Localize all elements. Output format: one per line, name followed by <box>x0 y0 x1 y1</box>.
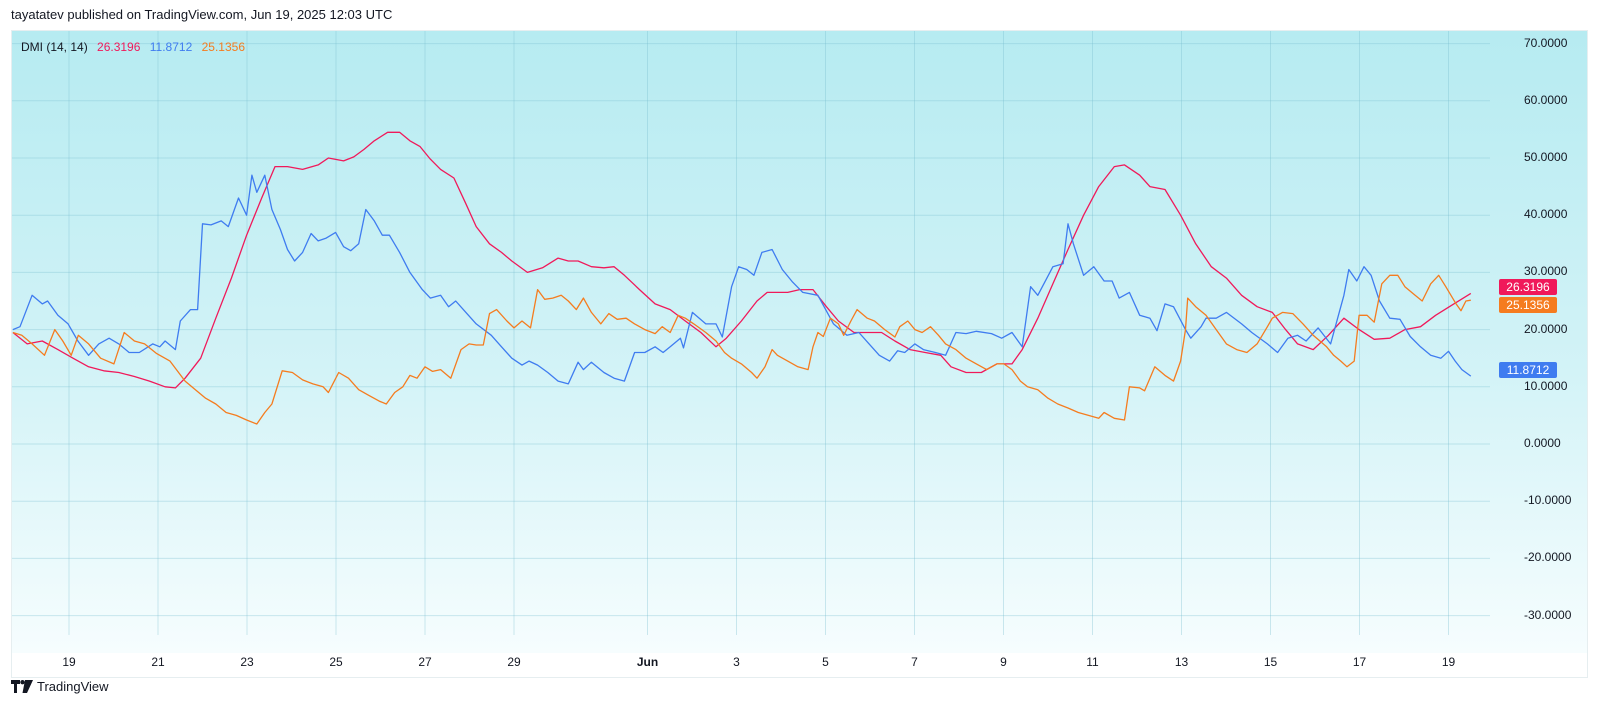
publish-attribution: tayatatev published on TradingView.com, … <box>11 7 393 22</box>
x-tick-label: 23 <box>240 655 254 669</box>
x-tick-label: 3 <box>733 655 740 669</box>
x-tick-label: 21 <box>151 655 165 669</box>
y-tick-label: -20.0000 <box>1524 550 1572 565</box>
x-tick-label: 17 <box>1352 655 1367 669</box>
x-tick-label: Jun <box>636 655 659 669</box>
indicator-legend[interactable]: DMI (14, 14) 26.3196 11.8712 25.1356 <box>21 40 251 54</box>
indicator-name[interactable]: DMI (14, 14) <box>21 40 88 54</box>
x-tick-label: 29 <box>507 655 521 669</box>
x-tick-label: 9 <box>1000 655 1007 669</box>
x-tick-label: 13 <box>1174 655 1189 669</box>
series-line-di[interactable] <box>12 174 1472 385</box>
plot-area[interactable] <box>12 31 1490 653</box>
y-tick-label: -30.0000 <box>1524 607 1572 622</box>
y-tick-label: 0.0000 <box>1524 436 1561 450</box>
tradingview-brand: TradingView <box>37 678 109 694</box>
y-tick-label: 40.0000 <box>1524 207 1568 222</box>
y-tick-label: -10.0000 <box>1524 493 1572 508</box>
x-tick-label: 15 <box>1263 655 1278 669</box>
minus-di-value: 25.1356 <box>201 40 245 54</box>
y-tick-label: 50.0000 <box>1524 150 1568 164</box>
tradingview-logo[interactable]: TradingView <box>11 678 109 694</box>
x-tick-label: 7 <box>911 655 918 669</box>
x-tick-label: 25 <box>329 655 343 669</box>
x-tick-label: 11 <box>1086 655 1099 669</box>
adx-value: 26.3196 <box>97 40 141 54</box>
plus-di-value: 11.8712 <box>149 40 193 54</box>
y-tick-label: 60.0000 <box>1524 92 1568 107</box>
chart-panel[interactable]: DMI (14, 14) 26.3196 11.8712 25.1356 70.… <box>11 30 1588 678</box>
y-tick-label: 10.0000 <box>1524 378 1568 393</box>
y-tick-label: 30.0000 <box>1524 264 1568 279</box>
x-tick-label: 19 <box>1441 655 1456 669</box>
series-line-di[interactable] <box>12 274 1471 425</box>
y-tick-label: 70.0000 <box>1524 35 1568 50</box>
x-tick-label: 5 <box>822 655 829 669</box>
y-tick-label: 20.0000 <box>1524 321 1568 336</box>
x-tick-label: 27 <box>418 655 432 669</box>
plus-di-price-tag: 11.8712 <box>1499 362 1557 378</box>
minus-di-price-tag: 25.1356 <box>1499 297 1557 313</box>
x-tick-label: 19 <box>62 655 76 669</box>
series-line-adx[interactable] <box>12 131 1472 389</box>
tradingview-logo-icon <box>11 679 33 693</box>
dmi-chart[interactable] <box>12 31 1589 679</box>
price-axis[interactable] <box>1490 31 1587 653</box>
adx-price-tag: 26.3196 <box>1499 279 1557 295</box>
